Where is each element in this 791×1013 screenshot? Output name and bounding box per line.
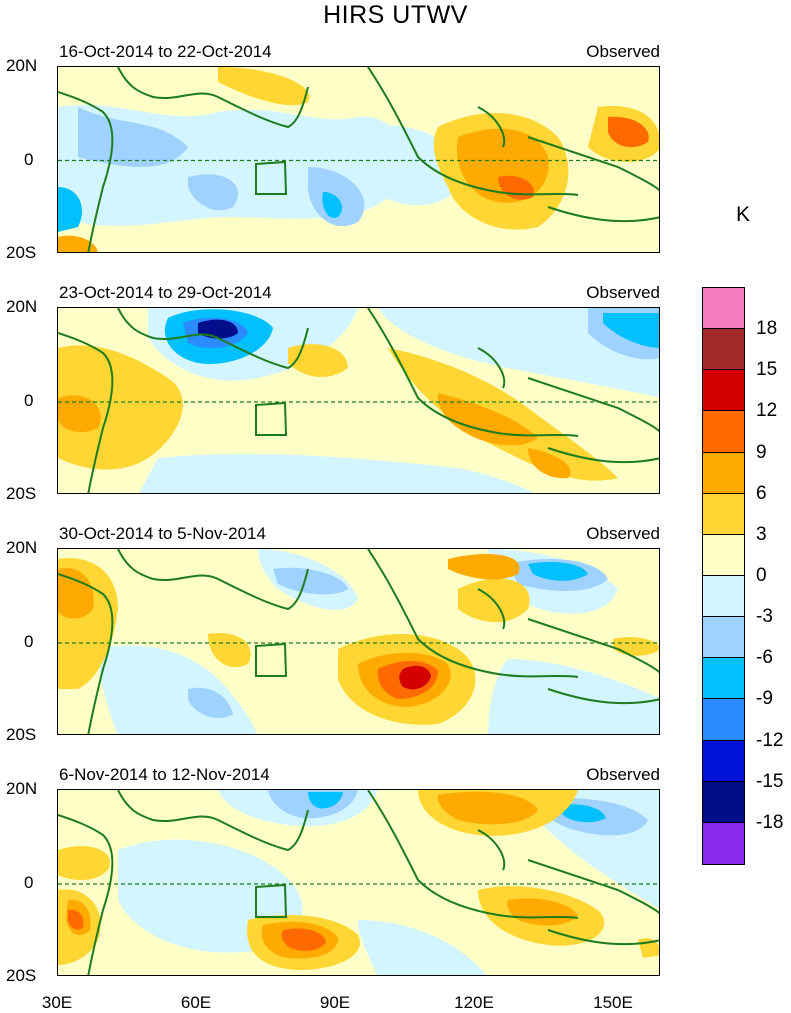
- lat-label-0: 0: [24, 391, 34, 410]
- colorbar-box: [703, 411, 744, 453]
- colorbar-box: [703, 576, 744, 618]
- colorbar-tick-label: -9: [756, 688, 773, 710]
- lat-label-20n: 20N: [6, 56, 38, 75]
- colorbar-box: [703, 658, 744, 700]
- colorbar-tick-label: 3: [756, 523, 767, 545]
- lat-label-20n: 20N: [6, 297, 38, 316]
- lat-label-20s: 20S: [6, 966, 37, 985]
- anomaly-map: [57, 307, 660, 494]
- colorbar-unit: K: [736, 203, 751, 226]
- colorbar-tick-label: -6: [756, 647, 773, 669]
- colorbar-tick-label: -3: [756, 606, 773, 628]
- map-panel-1: 16-Oct-2014 to 22-Oct-2014 Observed: [57, 42, 660, 253]
- colorbar-tick-label: 12: [756, 400, 778, 422]
- panel-type-label: Observed: [586, 283, 660, 302]
- panel-date-range: 16-Oct-2014 to 22-Oct-2014: [59, 42, 272, 61]
- colorbar-tick-label: 6: [756, 482, 767, 504]
- panel-type-label: Observed: [586, 765, 660, 784]
- colorbar-box: [703, 617, 744, 659]
- panel-date-range: 30-Oct-2014 to 5-Nov-2014: [59, 524, 266, 543]
- anomaly-map: [57, 548, 660, 735]
- colorbar: [702, 287, 745, 865]
- panel-type-label: Observed: [586, 524, 660, 543]
- lon-label-30e: 30E: [41, 993, 73, 1012]
- colorbar-tick-label: -12: [756, 729, 784, 751]
- colorbar-box: [703, 493, 744, 535]
- colorbar-tick-label: -15: [756, 770, 784, 792]
- colorbar-box: [703, 699, 744, 741]
- colorbar-box: [703, 781, 744, 823]
- lat-label-20n: 20N: [6, 538, 38, 557]
- colorbar-tick-label: 15: [756, 359, 778, 381]
- map-panel-3: 30-Oct-2014 to 5-Nov-2014 Observed: [57, 524, 660, 735]
- colorbar-box: [703, 740, 744, 782]
- lat-label-0: 0: [24, 150, 34, 169]
- lat-label-0: 0: [24, 632, 34, 651]
- map-panel-4: 6-Nov-2014 to 12-Nov-2014 Observed: [57, 765, 660, 976]
- anomaly-map: [57, 66, 660, 253]
- panel-date-range: 6-Nov-2014 to 12-Nov-2014: [59, 765, 270, 784]
- colorbar-box: [703, 452, 744, 494]
- colorbar-box: [703, 288, 744, 330]
- lat-label-20s: 20S: [6, 484, 37, 503]
- lat-label-20s: 20S: [6, 243, 37, 262]
- colorbar-box: [703, 370, 744, 412]
- colorbar-tick-label: 0: [756, 565, 767, 586]
- lat-label-0: 0: [24, 873, 34, 892]
- anomaly-map: [57, 789, 660, 976]
- lon-label-120e: 120E: [454, 993, 494, 1012]
- colorbar-tick-label: 18: [756, 318, 778, 340]
- lon-label-60e: 60E: [180, 993, 212, 1012]
- map-panel-2: 23-Oct-2014 to 29-Oct-2014 Observed: [57, 283, 660, 494]
- panel-type-label: Observed: [586, 42, 660, 61]
- figure-title: HIRS UTWV: [323, 1, 468, 29]
- colorbar-box: [703, 329, 744, 371]
- lat-label-20s: 20S: [6, 725, 37, 744]
- lat-label-20n: 20N: [6, 779, 38, 798]
- colorbar-tick-label: 9: [756, 441, 767, 463]
- colorbar-box: [703, 822, 744, 864]
- colorbar-tick-label: -18: [756, 811, 784, 833]
- lon-label-90e: 90E: [319, 993, 351, 1012]
- lon-label-150e: 150E: [593, 993, 633, 1012]
- colorbar-box: [703, 534, 744, 576]
- panel-date-range: 23-Oct-2014 to 29-Oct-2014: [59, 283, 272, 302]
